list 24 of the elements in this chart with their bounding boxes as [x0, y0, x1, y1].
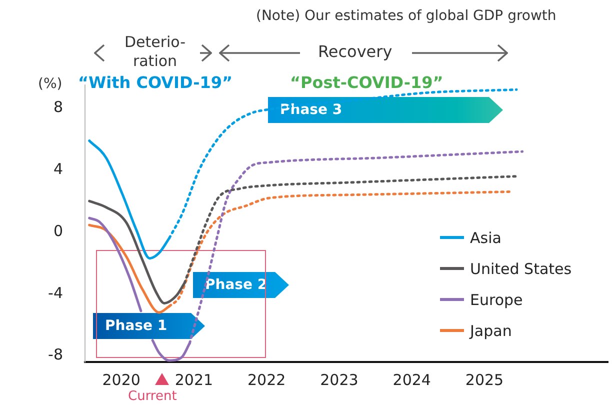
text: Current	[128, 389, 177, 404]
y-tick-label: -4	[48, 284, 63, 302]
text: Recovery	[318, 42, 392, 61]
arrow-label: Phase 3	[268, 97, 503, 123]
arrow-label: Phase 1	[93, 313, 205, 339]
x-tick-label: 2025	[465, 370, 504, 389]
x-tick-label: 2020	[102, 370, 140, 389]
y-tick-label: 0	[53, 222, 63, 240]
text: (Note) Our estimates of global GDP growth	[256, 8, 556, 24]
y-axis-title: (%)	[38, 76, 62, 92]
annotation: “Post-COVID-19”	[290, 73, 444, 92]
x-tick-label: 2021	[174, 370, 214, 389]
x-tick-label: 2024	[392, 370, 431, 389]
y-tick-label: -8	[48, 346, 63, 364]
legend-label: Europe	[469, 290, 524, 310]
y-tick-label: 4	[53, 160, 63, 178]
x-tick-label: 2023	[320, 370, 358, 389]
annotation: “With COVID-19”	[78, 73, 233, 92]
text: Deterio- ration	[123, 33, 187, 71]
x-tick-label: 2022	[248, 370, 286, 389]
legend-label: United States	[469, 258, 572, 280]
legend-label: Japan	[468, 320, 513, 342]
legend-label: Asia	[469, 228, 502, 248]
y-tick-label: 8	[53, 98, 63, 116]
